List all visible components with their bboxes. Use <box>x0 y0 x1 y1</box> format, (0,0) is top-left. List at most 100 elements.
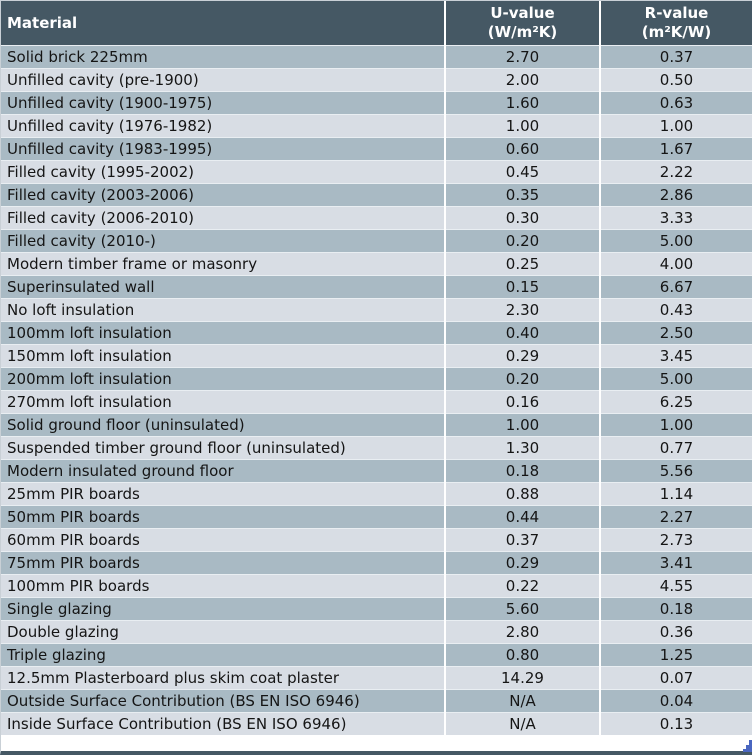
r-value-cell: 0.43 <box>599 297 752 321</box>
column-header-u-value-label: U-value <box>490 3 555 22</box>
table-row: Inside Surface Contribution (BS EN ISO 6… <box>1 711 752 735</box>
table-row: No loft insulation 2.30 0.43 <box>1 297 752 321</box>
r-value-cell: 0.36 <box>599 619 752 643</box>
material-cell: 60mm PIR boards <box>1 527 445 551</box>
table-row: 270mm loft insulation 0.16 6.25 <box>1 389 752 413</box>
r-value-cell: 1.00 <box>599 412 752 436</box>
material-cell: 270mm loft insulation <box>1 389 445 413</box>
material-cell: Single glazing <box>1 596 445 620</box>
u-value-cell: 14.29 <box>444 665 600 689</box>
u-value-cell: 0.22 <box>444 573 600 597</box>
table-body: Solid brick 225mm 2.70 0.37 Unfilled cavity… <box>1 44 752 735</box>
table-row: Unfilled cavity (1983-1995) 0.60 1.67 <box>1 136 752 160</box>
table-row: 60mm PIR boards 0.37 2.73 <box>1 527 752 551</box>
table-row: Outside Surface Contribution (BS EN ISO … <box>1 688 752 712</box>
r-value-cell: 6.25 <box>599 389 752 413</box>
u-value-cell: N/A <box>444 688 600 712</box>
material-cell: No loft insulation <box>1 297 445 321</box>
material-cell: Filled cavity (2006-2010) <box>1 205 445 229</box>
r-value-cell: 1.00 <box>599 113 752 137</box>
material-cell: 50mm PIR boards <box>1 504 445 528</box>
table-row: Superinsulated wall 0.15 6.67 <box>1 274 752 298</box>
material-cell: Unfilled cavity (1976-1982) <box>1 113 445 137</box>
table-row: Solid brick 225mm 2.70 0.37 <box>1 44 752 68</box>
r-value-cell: 0.50 <box>599 67 752 91</box>
u-value-cell: 2.70 <box>444 44 600 68</box>
r-value-cell: 3.33 <box>599 205 752 229</box>
material-cell: Double glazing <box>1 619 445 643</box>
u-value-cell: 0.45 <box>444 159 600 183</box>
material-cell: Modern timber frame or masonry <box>1 251 445 275</box>
table-row: 75mm PIR boards 0.29 3.41 <box>1 550 752 574</box>
table-row: 200mm loft insulation 0.20 5.00 <box>1 366 752 390</box>
r-value-cell: 2.22 <box>599 159 752 183</box>
u-value-cell: 0.29 <box>444 550 600 574</box>
material-cell: Unfilled cavity (1900-1975) <box>1 90 445 114</box>
material-cell: Outside Surface Contribution (BS EN ISO … <box>1 688 445 712</box>
u-value-cell: 0.20 <box>444 228 600 252</box>
u-value-cell: 1.30 <box>444 435 600 459</box>
u-value-cell: 0.18 <box>444 458 600 482</box>
column-header-r-value: R-value (m²K/W) <box>599 1 752 45</box>
column-header-material: Material <box>1 1 445 45</box>
material-cell: 150mm loft insulation <box>1 343 445 367</box>
column-header-material-label: Material <box>7 13 78 32</box>
r-value-cell: 0.37 <box>599 44 752 68</box>
r-value-cell: 1.67 <box>599 136 752 160</box>
material-cell: Solid brick 225mm <box>1 44 445 68</box>
table-row: Solid ground floor (uninsulated) 1.00 1.00 <box>1 412 752 436</box>
u-value-cell: 2.00 <box>444 67 600 91</box>
r-value-cell: 5.56 <box>599 458 752 482</box>
table-row: 50mm PIR boards 0.44 2.27 <box>1 504 752 528</box>
material-cell: Filled cavity (2010-) <box>1 228 445 252</box>
r-value-cell: 2.73 <box>599 527 752 551</box>
table-row: Single glazing 5.60 0.18 <box>1 596 752 620</box>
u-value-cell: 0.15 <box>444 274 600 298</box>
table-row: Unfilled cavity (pre-1900) 2.00 0.50 <box>1 67 752 91</box>
r-value-cell: 0.04 <box>599 688 752 712</box>
r-value-cell: 4.55 <box>599 573 752 597</box>
uvalue-rvalue-table: Material U-value (W/m²K) R-value (m²K/W)… <box>1 1 752 735</box>
r-value-cell: 4.00 <box>599 251 752 275</box>
table-header: Material U-value (W/m²K) R-value (m²K/W) <box>1 1 752 45</box>
u-value-cell: 0.30 <box>444 205 600 229</box>
table-row: 100mm loft insulation 0.40 2.50 <box>1 320 752 344</box>
table-row: Triple glazing 0.80 1.25 <box>1 642 752 666</box>
u-value-cell: 0.20 <box>444 366 600 390</box>
material-cell: Filled cavity (1995-2002) <box>1 159 445 183</box>
u-value-cell: 0.16 <box>444 389 600 413</box>
table-row: 150mm loft insulation 0.29 3.45 <box>1 343 752 367</box>
r-value-cell: 2.27 <box>599 504 752 528</box>
material-cell: 12.5mm Plasterboard plus skim coat plast… <box>1 665 445 689</box>
material-cell: Unfilled cavity (1983-1995) <box>1 136 445 160</box>
r-value-cell: 2.50 <box>599 320 752 344</box>
material-cell: Modern insulated ground floor <box>1 458 445 482</box>
u-value-cell: 0.80 <box>444 642 600 666</box>
material-cell: Superinsulated wall <box>1 274 445 298</box>
r-value-cell: 5.00 <box>599 228 752 252</box>
u-value-cell: 1.00 <box>444 113 600 137</box>
r-value-cell: 0.77 <box>599 435 752 459</box>
r-value-cell: 2.86 <box>599 182 752 206</box>
u-value-cell: 0.29 <box>444 343 600 367</box>
material-cell: Suspended timber ground floor (uninsulat… <box>1 435 445 459</box>
table-row: 12.5mm Plasterboard plus skim coat plast… <box>1 665 752 689</box>
column-header-u-value: U-value (W/m²K) <box>444 1 600 45</box>
material-cell: 100mm PIR boards <box>1 573 445 597</box>
u-value-cell: 5.60 <box>444 596 600 620</box>
u-value-cell: 0.44 <box>444 504 600 528</box>
table-row: Filled cavity (2006-2010) 0.30 3.33 <box>1 205 752 229</box>
table-row: Modern insulated ground floor 0.18 5.56 <box>1 458 752 482</box>
material-cell: Solid ground floor (uninsulated) <box>1 412 445 436</box>
column-header-u-value-unit: (W/m²K) <box>487 22 558 41</box>
cursor-artifact <box>743 740 752 752</box>
r-value-cell: 1.25 <box>599 642 752 666</box>
u-value-cell: 2.30 <box>444 297 600 321</box>
material-cell: Unfilled cavity (pre-1900) <box>1 67 445 91</box>
table-row: 25mm PIR boards 0.88 1.14 <box>1 481 752 505</box>
u-value-cell: 1.00 <box>444 412 600 436</box>
r-value-cell: 0.13 <box>599 711 752 735</box>
table-row: Filled cavity (2010-) 0.20 5.00 <box>1 228 752 252</box>
material-cell: Filled cavity (2003-2006) <box>1 182 445 206</box>
